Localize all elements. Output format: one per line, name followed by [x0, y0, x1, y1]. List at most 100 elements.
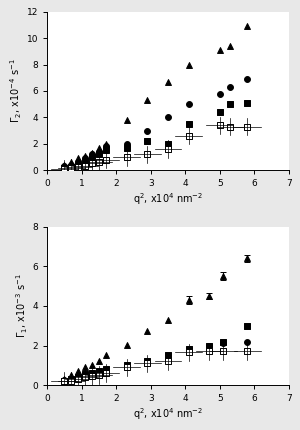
Point: [62, 378, 67, 384]
Point: [145, 151, 150, 158]
Point: [103, 156, 108, 163]
Point: [76, 155, 81, 162]
Point: [218, 109, 222, 116]
Point: [228, 43, 232, 49]
Point: [124, 364, 129, 371]
Point: [69, 163, 74, 170]
Point: [90, 373, 94, 380]
Point: [83, 163, 88, 169]
Point: [83, 364, 88, 371]
Point: [76, 161, 81, 168]
Point: [103, 368, 108, 375]
Point: [76, 376, 81, 383]
Point: [83, 152, 88, 159]
Point: [207, 342, 212, 349]
Point: [97, 159, 101, 166]
Point: [186, 132, 191, 139]
Point: [97, 368, 101, 375]
Point: [90, 154, 94, 160]
Point: [103, 140, 108, 147]
Point: [90, 372, 94, 378]
Point: [207, 293, 212, 300]
Point: [103, 370, 108, 377]
Point: [207, 348, 212, 355]
Point: [186, 61, 191, 68]
Point: [221, 338, 226, 345]
Point: [186, 346, 191, 353]
Point: [145, 97, 150, 104]
Point: [145, 358, 150, 365]
Point: [186, 297, 191, 304]
Point: [103, 352, 108, 359]
Point: [76, 374, 81, 381]
Point: [186, 120, 191, 127]
Point: [145, 358, 150, 365]
Point: [62, 377, 67, 384]
Point: [69, 165, 74, 172]
Point: [97, 144, 101, 151]
Point: [97, 151, 101, 158]
Point: [166, 316, 170, 323]
Point: [145, 327, 150, 334]
Point: [76, 159, 81, 166]
Point: [76, 374, 81, 381]
Point: [69, 161, 74, 168]
Point: [245, 123, 250, 130]
Point: [83, 371, 88, 378]
Point: [103, 366, 108, 373]
Point: [228, 83, 232, 90]
Point: [245, 23, 250, 30]
Point: [166, 352, 170, 359]
Point: [166, 356, 170, 363]
Point: [97, 358, 101, 365]
Point: [69, 376, 74, 383]
Point: [69, 372, 74, 378]
Point: [69, 376, 74, 383]
Point: [124, 362, 129, 369]
Point: [166, 114, 170, 121]
Point: [62, 165, 67, 172]
Point: [90, 362, 94, 369]
Point: [124, 364, 129, 371]
Point: [245, 76, 250, 83]
Point: [221, 339, 226, 346]
Point: [83, 372, 88, 378]
Point: [245, 322, 250, 329]
Point: [228, 123, 232, 130]
Point: [166, 358, 170, 365]
Point: [124, 117, 129, 123]
Point: [124, 341, 129, 348]
Y-axis label: $\Gamma_1$, x10$^{-3}$ s$^{-1}$: $\Gamma_1$, x10$^{-3}$ s$^{-1}$: [14, 273, 30, 338]
Point: [62, 161, 67, 168]
Point: [124, 144, 129, 151]
Point: [90, 150, 94, 157]
Point: [166, 145, 170, 152]
Point: [103, 147, 108, 154]
Point: [186, 346, 191, 353]
Point: [90, 160, 94, 167]
Point: [245, 99, 250, 106]
Point: [90, 151, 94, 158]
Y-axis label: $\Gamma_2$, x10$^{-4}$ s$^{-1}$: $\Gamma_2$, x10$^{-4}$ s$^{-1}$: [8, 58, 24, 123]
Point: [245, 348, 250, 355]
Point: [83, 157, 88, 164]
Point: [76, 368, 81, 375]
Point: [207, 342, 212, 349]
Point: [124, 140, 129, 147]
Point: [69, 159, 74, 166]
Point: [166, 140, 170, 147]
Point: [76, 164, 81, 171]
Point: [186, 349, 191, 356]
Point: [62, 165, 67, 172]
Point: [245, 338, 250, 345]
Point: [62, 163, 67, 169]
Point: [218, 122, 222, 129]
Point: [221, 348, 226, 355]
Point: [186, 101, 191, 108]
Point: [103, 143, 108, 150]
Point: [221, 273, 226, 280]
X-axis label: q$^2$, x10$^4$ nm$^{-2}$: q$^2$, x10$^4$ nm$^{-2}$: [133, 406, 203, 422]
Point: [97, 372, 101, 378]
Point: [69, 378, 74, 384]
Point: [145, 127, 150, 134]
